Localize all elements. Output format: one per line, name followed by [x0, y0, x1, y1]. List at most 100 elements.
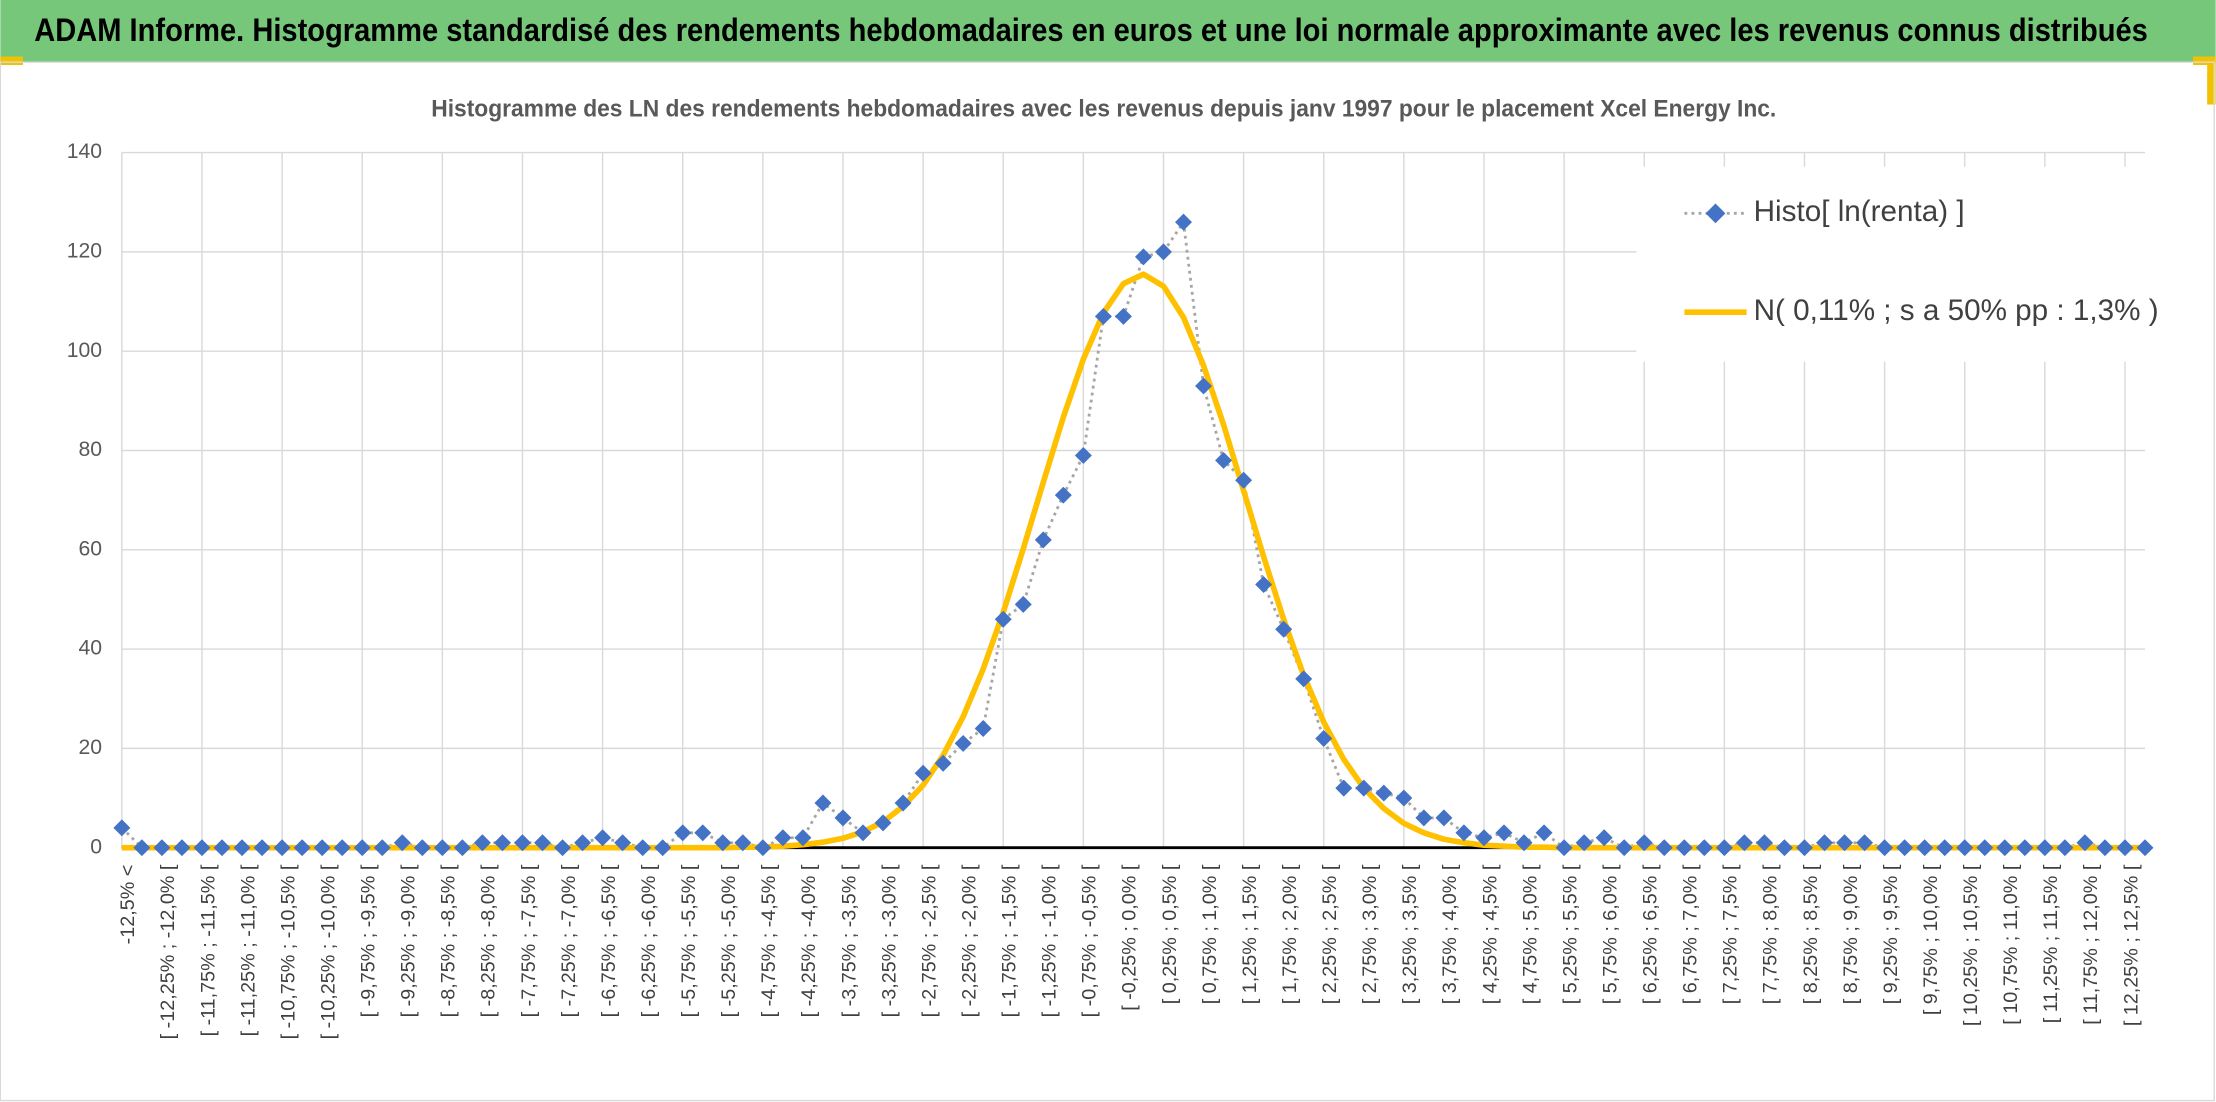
histo-marker [994, 610, 1012, 628]
histo-marker [153, 839, 171, 857]
histo-marker [754, 839, 772, 857]
x-tick-label: [ 4,75% ; 5,0% [ [1519, 864, 1541, 1004]
histo-marker [193, 839, 211, 857]
y-tick-label: 140 [67, 140, 102, 163]
x-tick-label: [ 4,25% ; 4,5% [ [1479, 864, 1501, 1004]
chart-title: Histogramme des LN des rendements hebdom… [431, 96, 1776, 123]
x-tick-label: [ -10,25% ; -10,0% [ [317, 864, 339, 1039]
histo-marker [1175, 213, 1192, 231]
histo-marker [293, 839, 311, 857]
histo-marker [634, 839, 652, 857]
histo-marker [513, 834, 531, 852]
legend-marker [1705, 203, 1726, 224]
histo-marker [1515, 834, 1533, 852]
x-tick-label: [ 5,75% ; 6,0% [ [1599, 864, 1621, 1004]
x-tick-label: [ -1,75% ; -1,5% [ [999, 864, 1021, 1017]
histo-marker [213, 839, 231, 857]
histo-marker [894, 794, 912, 812]
header-bar [0, 0, 2216, 63]
x-tick-label: [ -11,25% ; -11,0% [ [237, 864, 259, 1036]
histo-marker [934, 754, 952, 772]
histo-marker [233, 839, 251, 857]
x-tick-label: [ 8,75% ; 9,0% [ [1840, 864, 1862, 1004]
corner [2207, 62, 2216, 105]
histo-marker [774, 829, 792, 847]
histo-marker [1956, 839, 1974, 857]
x-tick-label: [ -9,75% ; -9,5% [ [358, 864, 380, 1017]
histo-marker [1295, 670, 1313, 688]
histo-marker [734, 834, 752, 852]
x-tick-label: [ 11,75% ; 12,0% [ [2080, 864, 2102, 1025]
histo-marker [1134, 248, 1152, 266]
histo-marker [1535, 824, 1553, 842]
y-tick-label: 100 [67, 339, 102, 362]
histo-marker [1735, 834, 1753, 852]
histo-marker [433, 839, 451, 857]
x-tick-label: [ 6,75% ; 7,0% [ [1680, 864, 1702, 1004]
histo-marker [2076, 834, 2094, 852]
x-tick-label: [ 7,75% ; 8,0% [ [1760, 864, 1782, 1004]
histo-marker [614, 834, 632, 852]
x-tick-label: [ -12,25% ; -12,0% [ [157, 864, 179, 1039]
histo-marker [674, 824, 692, 842]
histo-marker [534, 834, 551, 852]
x-tick-label: [ -0,25% ; 0,0% [ [1119, 864, 1141, 1011]
histo-marker [1635, 834, 1653, 852]
histo-marker [453, 839, 471, 857]
histo-marker [594, 829, 612, 847]
histo-marker [914, 764, 932, 782]
x-tick-label: [ -9,25% ; -9,0% [ [398, 864, 420, 1017]
histo-marker [1655, 839, 1673, 857]
histo-marker [393, 834, 411, 852]
histo-marker [1836, 834, 1854, 852]
histo-marker [1235, 471, 1253, 489]
x-tick-label: [ 3,75% ; 4,0% [ [1439, 864, 1461, 1004]
x-tick-label: [ -11,75% ; -11,5% [ [197, 864, 219, 1036]
x-tick-label: [ 1,75% ; 2,0% [ [1279, 864, 1301, 1004]
x-tick-label: [ 0,25% ; 0,5% [ [1159, 864, 1181, 1004]
histo-marker [133, 839, 151, 857]
histo-marker [493, 834, 511, 852]
x-tick-label: [ 11,25% ; 11,5% [ [2040, 864, 2062, 1023]
histo-marker [1375, 784, 1393, 802]
x-tick-label: [ 9,75% ; 10,0% [ [1920, 864, 1942, 1015]
x-tick-label: [ -2,75% ; -2,5% [ [918, 864, 940, 1017]
histo-marker [2096, 839, 2114, 857]
y-tick-label: 120 [67, 239, 102, 262]
grid: 0 20 40 60 80 100 120 140 -12,5% < [ -12,25% ; -1… [67, 140, 2146, 1039]
histo-marker [574, 834, 592, 852]
x-tick-label: [ -3,25% ; -3,0% [ [878, 864, 900, 1017]
histo-marker [554, 839, 572, 857]
corner [0, 56, 23, 65]
histo-marker [1315, 729, 1333, 747]
corner [2193, 56, 2216, 65]
x-tick-label: -12,5% < [117, 865, 139, 945]
histo-marker [1876, 839, 1894, 857]
histo-marker [1936, 839, 1954, 857]
x-tick-label: [ -4,75% ; -4,5% [ [758, 864, 780, 1017]
histo-marker [2116, 839, 2134, 857]
chart-frame [0, 61, 2215, 1102]
histo-marker [1455, 824, 1473, 842]
x-tick-label: [ 2,25% ; 2,5% [ [1319, 864, 1341, 1004]
histo-marker [113, 819, 131, 837]
x-tick-label: [ 6,25% ; 6,5% [ [1640, 864, 1662, 1004]
histo-marker [1335, 779, 1353, 797]
histo-marker [694, 824, 712, 842]
legend: Histo[ ln(renta) ] N( 0,11% ; s a 50% pp … [1636, 166, 2208, 362]
histo-marker [1796, 839, 1813, 857]
y-tick-label: 20 [78, 736, 102, 759]
x-tick-label: [ -2,25% ; -2,0% [ [958, 864, 980, 1017]
legend-label: Histo[ ln(renta) ] [1754, 195, 1965, 228]
histo-marker [253, 839, 271, 857]
histo-marker [1695, 839, 1713, 857]
histo-marker [714, 834, 732, 852]
histo-marker [1114, 307, 1132, 325]
x-tick-label: [ 3,25% ; 3,5% [ [1399, 864, 1421, 1004]
histo-marker [974, 720, 992, 738]
x-tick-label: [ -1,25% ; -1,0% [ [1039, 864, 1061, 1017]
legend-label: N( 0,11% ; s a 50% pp : 1,3% ) [1754, 294, 2159, 327]
x-tick-label: [ -8,75% ; -8,5% [ [438, 864, 460, 1017]
x-tick-label: [ -8,25% ; -8,0% [ [478, 864, 500, 1017]
